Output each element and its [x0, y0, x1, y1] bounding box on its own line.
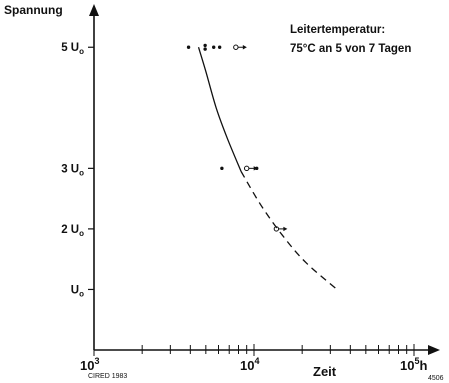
data-points: [186, 43, 288, 232]
runout-circle: [273, 226, 280, 232]
x-axis-arrow: [428, 345, 440, 355]
failure-point: [220, 166, 224, 171]
y-tick-label: 2 Uo: [61, 224, 84, 238]
runout-circle: [243, 165, 250, 172]
runout-point: [233, 44, 247, 50]
failure-point: [217, 45, 222, 49]
x-tick-label: 103: [80, 356, 99, 373]
annotation-line-1: Leitertemperatur:: [290, 24, 385, 36]
x-axis-label: Zeit: [313, 364, 337, 379]
curve-dashed: [240, 171, 338, 290]
runout-arrow-head: [283, 226, 288, 232]
annotation-line-2: 75°C an 5 von 7 Tagen: [290, 43, 411, 55]
failure-point: [203, 43, 207, 48]
axes: [89, 4, 440, 355]
footnote-right: 4506: [428, 375, 444, 382]
y-tick-label: Uo: [71, 284, 84, 298]
x-tick-labels: 103 104 105h: [80, 356, 427, 373]
runout-arrow-head: [242, 45, 247, 50]
x-tick-label: 105h: [400, 356, 427, 373]
tick-marks: [88, 46, 415, 356]
y-axis-arrow: [89, 4, 99, 16]
y-tick-labels: Uo 2 Uo 3 Uo 5 Uo: [61, 42, 84, 298]
failure-point: [186, 45, 191, 49]
failure-point: [203, 47, 207, 51]
curve-solid: [197, 47, 242, 172]
runout-point: [273, 226, 288, 232]
runout-circle: [233, 44, 239, 50]
footnote-left: CIRED 1983: [88, 373, 127, 380]
x-tick-label: 104: [240, 356, 259, 373]
runout-point: [243, 165, 258, 172]
y-tick-label: 5 Uo: [61, 42, 84, 56]
y-axis-label: Spannung: [4, 3, 63, 17]
failure-point: [212, 45, 216, 49]
runout-arrow-head: [253, 166, 258, 171]
y-tick-label: 3 Uo: [61, 163, 84, 177]
trend-curves: [197, 47, 338, 290]
